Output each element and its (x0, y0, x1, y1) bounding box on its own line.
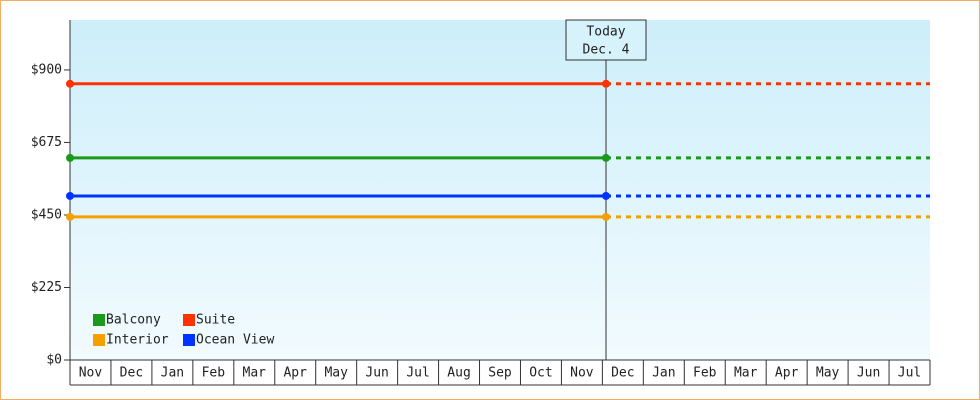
today-point (602, 191, 610, 200)
x-tick-label: Dec (120, 366, 143, 381)
y-tick-label: $900 (31, 62, 62, 77)
x-tick-label: May (324, 366, 348, 381)
x-tick-label: Jun (857, 366, 880, 381)
legend-swatch (93, 314, 105, 326)
x-tick-label: Feb (202, 366, 226, 381)
x-tick-label: Nov (79, 366, 103, 381)
x-tick-label: Jul (406, 366, 429, 381)
legend-swatch (183, 334, 195, 346)
start-point (66, 212, 74, 221)
x-tick-label: Dec (611, 366, 634, 381)
x-tick-label: Aug (447, 366, 470, 381)
x-tick-label: Jul (898, 366, 921, 381)
today-title: Today (586, 25, 625, 40)
today-box (565, 19, 647, 61)
x-tick-label: Feb (693, 366, 717, 381)
x-tick-label: Jan (161, 366, 184, 381)
legend-label: Balcony (106, 313, 161, 328)
y-tick-label: $675 (31, 135, 62, 150)
start-point (66, 191, 74, 200)
y-tick-label: $450 (31, 207, 62, 222)
x-tick-label: Jan (652, 366, 675, 381)
today-point (602, 153, 610, 162)
x-tick-label: Mar (734, 366, 758, 381)
legend-label: Suite (196, 313, 235, 328)
x-tick-label: Oct (529, 366, 552, 381)
x-tick-label: Mar (243, 366, 267, 381)
legend-swatch (183, 314, 195, 326)
today-point (602, 212, 610, 221)
legend-label: Ocean View (196, 333, 274, 348)
x-tick-label: Nov (570, 366, 594, 381)
legend-label: Interior (106, 333, 169, 348)
today-point (602, 79, 610, 88)
start-point (66, 153, 74, 162)
x-tick-label: May (816, 366, 840, 381)
x-tick-label: Jun (365, 366, 388, 381)
x-tick-label: Sep (488, 366, 512, 381)
today-date: Dec. 4 (583, 43, 630, 58)
x-tick-label: Apr (775, 366, 799, 381)
legend-swatch (93, 334, 105, 346)
y-tick-label: $225 (31, 280, 62, 295)
x-tick-label: Apr (283, 366, 307, 381)
y-tick-label: $0 (46, 353, 62, 368)
start-point (66, 79, 74, 88)
plot-area (70, 20, 930, 360)
